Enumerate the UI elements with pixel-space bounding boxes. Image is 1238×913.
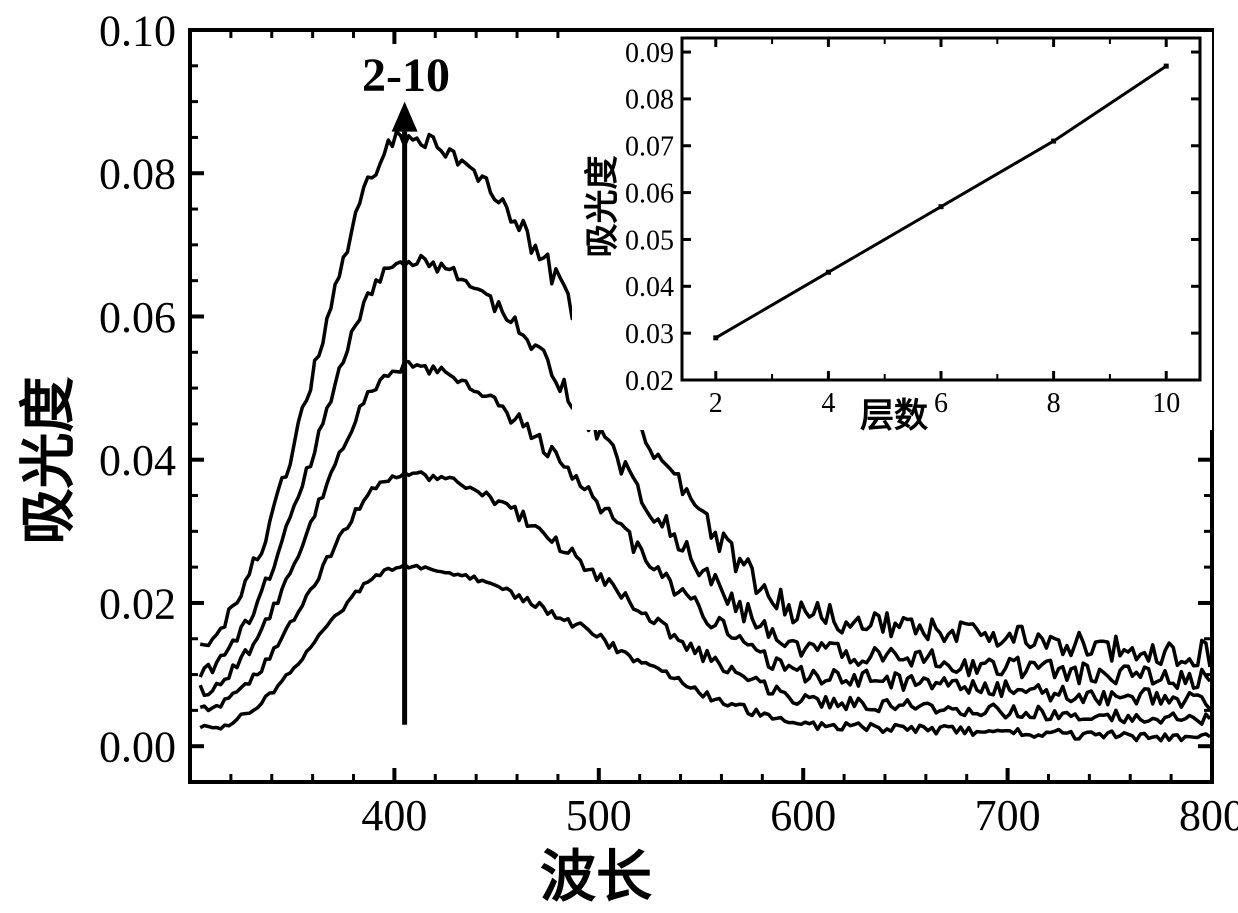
inset-x-axis-label: 层数 xyxy=(860,388,928,437)
x-label-text: 波长 xyxy=(540,847,652,909)
svg-text:4: 4 xyxy=(821,388,835,419)
inset-x-label-text: 层数 xyxy=(860,398,928,435)
svg-text:0.06: 0.06 xyxy=(99,293,176,342)
svg-text:10: 10 xyxy=(1152,388,1180,419)
main-chart: 4005006007008000.000.020.040.060.080.102… xyxy=(0,0,1238,904)
svg-text:6: 6 xyxy=(934,388,948,419)
svg-text:0.02: 0.02 xyxy=(625,366,674,397)
svg-text:0.05: 0.05 xyxy=(625,225,674,256)
inset-y-label-text: 吸光度 xyxy=(585,156,622,258)
svg-text:0.08: 0.08 xyxy=(99,150,176,199)
inset-y-axis-label: 吸光度 xyxy=(575,156,624,258)
y-label-text: 吸光度 xyxy=(19,377,81,545)
svg-text:0.04: 0.04 xyxy=(625,272,674,303)
arrow-annotation-value: 2-10 xyxy=(362,49,450,102)
chart-container: 4005006007008000.000.020.040.060.080.102… xyxy=(0,0,1238,904)
svg-text:8: 8 xyxy=(1047,388,1061,419)
svg-text:0.04: 0.04 xyxy=(99,436,176,485)
svg-text:0.06: 0.06 xyxy=(625,178,674,209)
svg-text:2: 2 xyxy=(709,388,723,419)
svg-text:0.00: 0.00 xyxy=(99,723,176,772)
svg-text:0.03: 0.03 xyxy=(625,319,674,350)
svg-text:600: 600 xyxy=(770,791,836,840)
arrow-annotation-text: 2-10 xyxy=(362,48,450,103)
main-y-axis-label: 吸光度 xyxy=(4,377,85,545)
svg-text:700: 700 xyxy=(975,791,1041,840)
main-x-axis-label: 波长 xyxy=(540,832,652,913)
svg-text:800: 800 xyxy=(1179,791,1238,840)
svg-text:0.07: 0.07 xyxy=(625,132,674,163)
svg-text:0.02: 0.02 xyxy=(99,579,176,628)
svg-text:0.08: 0.08 xyxy=(625,85,674,116)
svg-text:0.09: 0.09 xyxy=(625,38,674,69)
svg-text:400: 400 xyxy=(361,791,427,840)
svg-text:0.10: 0.10 xyxy=(99,6,176,55)
